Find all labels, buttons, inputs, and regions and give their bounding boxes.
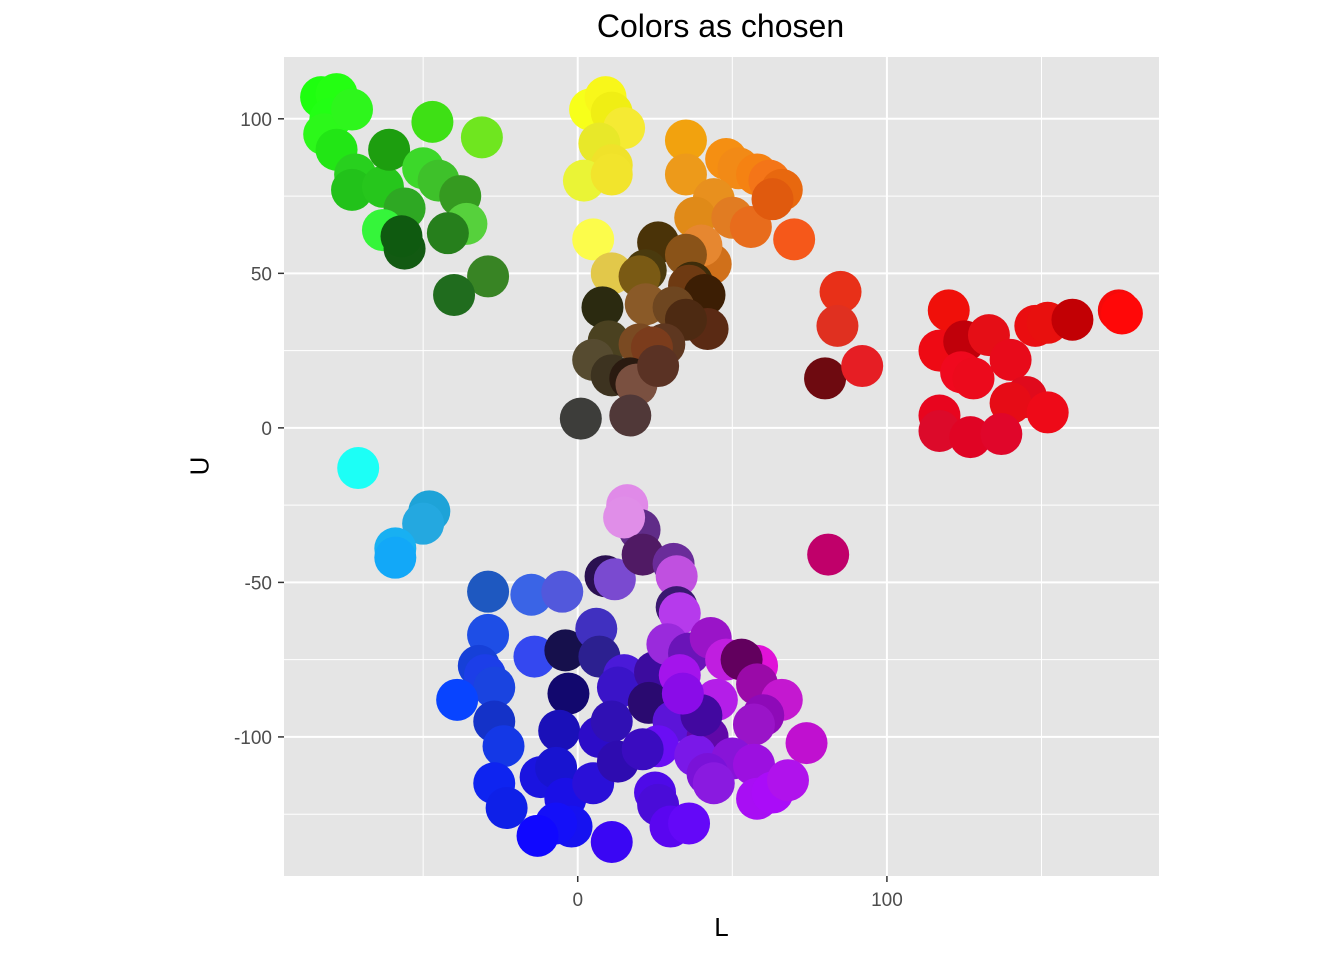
axes: 0 100 100 50 0 -50 -100 [234,110,903,911]
data-point [664,119,707,162]
data-point [411,100,454,143]
data-point [980,413,1023,456]
data-point [655,555,698,598]
data-point [331,168,374,211]
data-point [368,128,411,171]
data-point [1051,298,1094,341]
data-point [374,536,417,579]
data-point [572,218,615,261]
y-tick-label: 100 [240,110,272,131]
data-point [1026,391,1069,434]
data-point [331,88,374,131]
x-tick-label: 0 [572,890,583,911]
data-point [952,357,995,400]
data-point [402,502,445,545]
data-point [668,802,711,845]
data-point [510,573,553,616]
y-axis-label: U [184,456,215,476]
data-point [1100,292,1143,335]
data-point [516,814,559,857]
data-point [547,672,590,715]
y-tick-label: -50 [245,573,272,594]
data-point [989,338,1032,381]
data-point [751,178,794,221]
data-point [380,215,423,258]
data-point [426,212,469,255]
data-point [596,666,639,709]
data-point [637,345,680,388]
data-point [559,397,602,440]
data-point [785,722,828,765]
y-tick-label: 50 [251,264,272,285]
data-point [590,153,633,196]
data-point [467,255,510,298]
data-point [482,725,525,768]
x-tick-label: 100 [871,890,903,911]
data-point [732,703,775,746]
data-point [433,273,476,316]
data-point [581,286,624,329]
data-point [337,447,380,490]
data-point [949,416,992,459]
data-point [436,678,479,721]
data-point [692,762,735,805]
data-point [544,629,587,672]
data-point [538,709,581,752]
data-point [485,787,528,830]
data-point [473,666,516,709]
data-point [590,700,633,743]
data-point [661,672,704,715]
y-tick-label: 0 [261,419,272,440]
data-point [807,533,850,576]
data-point [664,153,707,196]
data-point [609,394,652,437]
data-point [841,345,884,388]
y-tick-label: -100 [234,728,272,749]
data-point [460,116,503,159]
data-point [593,558,636,601]
data-point [467,570,510,613]
data-point [773,218,816,261]
data-point [541,570,584,613]
data-point [590,821,633,864]
data-point [804,357,847,400]
data-point [819,270,862,313]
data-point [621,728,664,771]
data-point [816,304,859,347]
data-point [603,496,646,539]
data-point [766,759,809,802]
chart-title: Colors as chosen [596,8,845,44]
data-points [300,73,1143,864]
x-axis-label: L [714,912,729,942]
